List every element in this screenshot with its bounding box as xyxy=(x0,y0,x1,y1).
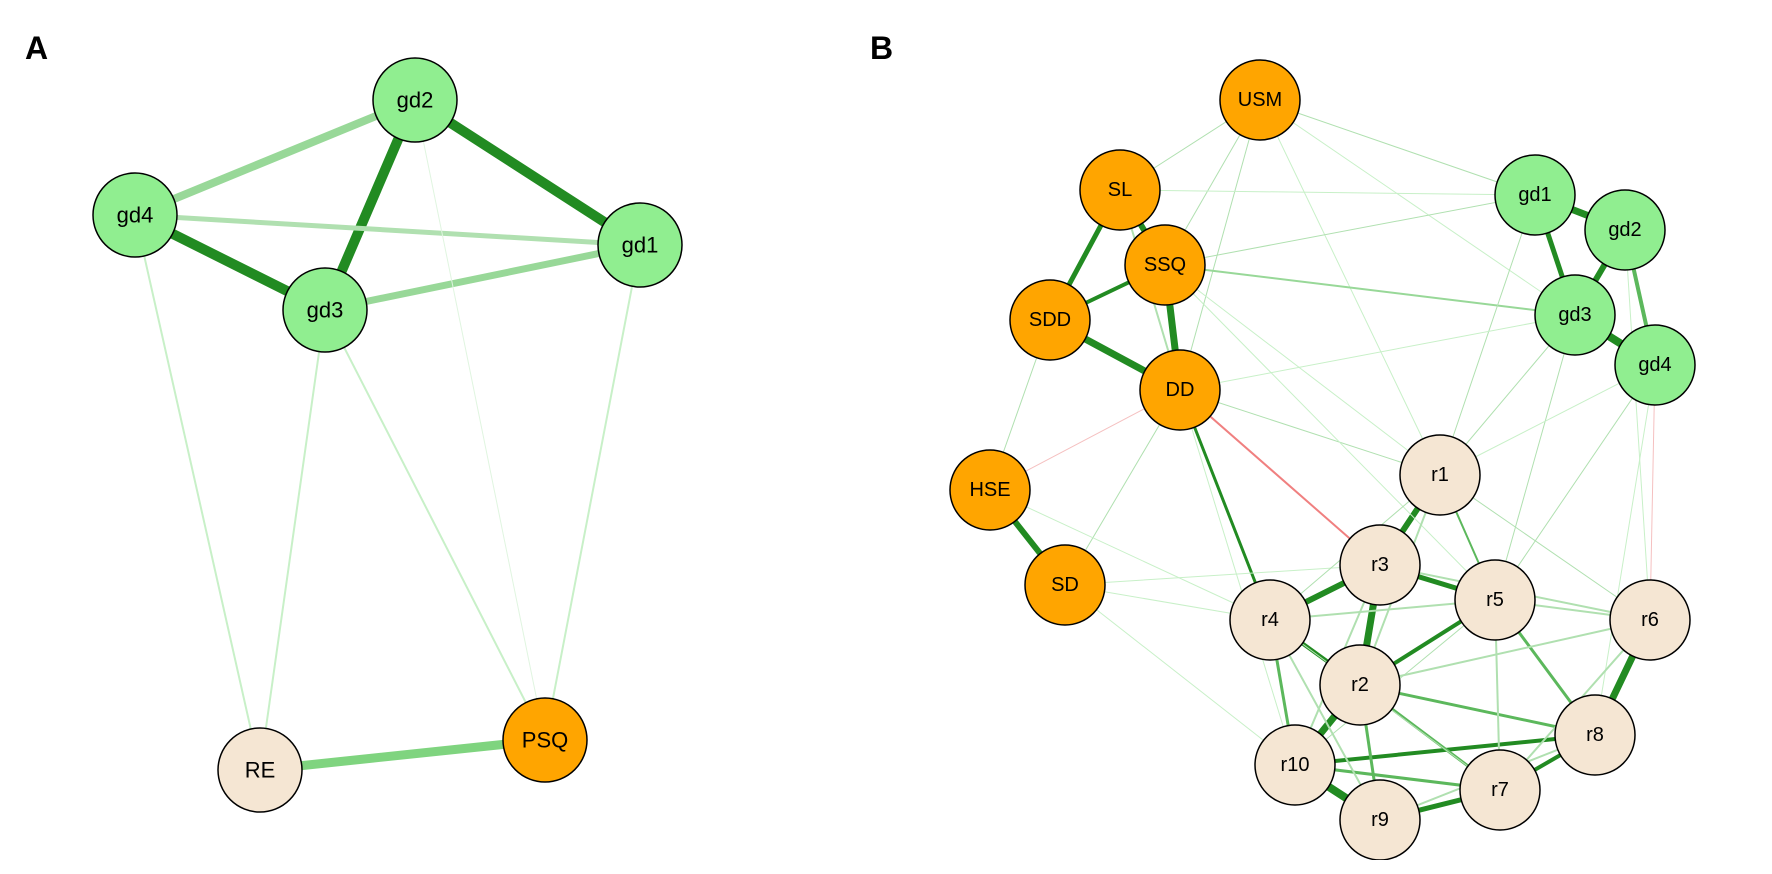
node-circle-gd2 xyxy=(373,58,457,142)
node-circle-DD xyxy=(1140,350,1220,430)
node-circle-r5 xyxy=(1455,560,1535,640)
node-circle-r2 xyxy=(1320,645,1400,725)
node-circle-r1 xyxy=(1400,435,1480,515)
node-gd1: gd1 xyxy=(1495,155,1575,235)
node-HSE: HSE xyxy=(950,450,1030,530)
node-circle-USM xyxy=(1220,60,1300,140)
node-DD: DD xyxy=(1140,350,1220,430)
node-r7: r7 xyxy=(1460,750,1540,830)
node-circle-gd2 xyxy=(1585,190,1665,270)
node-USM: USM xyxy=(1220,60,1300,140)
edge-gd4-RE xyxy=(135,215,260,770)
node-circle-r8 xyxy=(1555,695,1635,775)
node-r8: r8 xyxy=(1555,695,1635,775)
edges-group xyxy=(135,100,640,770)
node-r1: r1 xyxy=(1400,435,1480,515)
edge-gd4-gd1 xyxy=(135,215,640,245)
node-circle-SSQ xyxy=(1125,225,1205,305)
edge-gd1-r1 xyxy=(1440,195,1535,475)
node-circle-r6 xyxy=(1610,580,1690,660)
edge-SL-gd1 xyxy=(1120,190,1535,195)
node-circle-SD xyxy=(1025,545,1105,625)
node-gd4: gd4 xyxy=(1615,325,1695,405)
node-r10: r10 xyxy=(1255,725,1335,805)
edge-SSQ-r5 xyxy=(1165,265,1495,600)
node-r3: r3 xyxy=(1340,525,1420,605)
edge-gd3-RE xyxy=(260,310,325,770)
edge-USM-gd1 xyxy=(1260,100,1535,195)
node-circle-SL xyxy=(1080,150,1160,230)
edge-DD-gd3 xyxy=(1180,315,1575,390)
node-circle-RE xyxy=(218,728,302,812)
node-gd2: gd2 xyxy=(373,58,457,142)
edge-SD-r3 xyxy=(1065,565,1380,585)
node-circle-gd4 xyxy=(93,173,177,257)
edge-RE-PSQ xyxy=(260,740,545,770)
node-circle-gd3 xyxy=(283,268,367,352)
node-circle-r10 xyxy=(1255,725,1335,805)
node-circle-gd1 xyxy=(598,203,682,287)
node-circle-r3 xyxy=(1340,525,1420,605)
node-SSQ: SSQ xyxy=(1125,225,1205,305)
edge-gd4-r5 xyxy=(1495,365,1655,600)
node-circle-r4 xyxy=(1230,580,1310,660)
node-circle-HSE xyxy=(950,450,1030,530)
node-circle-r7 xyxy=(1460,750,1540,830)
node-gd2: gd2 xyxy=(1585,190,1665,270)
edge-gd3-r5 xyxy=(1495,315,1575,600)
edge-SSQ-gd1 xyxy=(1165,195,1535,265)
node-r2: r2 xyxy=(1320,645,1400,725)
node-SDD: SDD xyxy=(1010,280,1090,360)
node-gd1: gd1 xyxy=(598,203,682,287)
node-circle-SDD xyxy=(1010,280,1090,360)
network-a-svg: gd2 gd4 gd1 gd3 RE PSQ xyxy=(40,20,840,860)
edge-DD-r1 xyxy=(1180,390,1440,475)
node-SD: SD xyxy=(1025,545,1105,625)
edge-gd3-PSQ xyxy=(325,310,545,740)
node-circle-gd3 xyxy=(1535,275,1615,355)
node-r4: r4 xyxy=(1230,580,1310,660)
nodes-group: USM SLSSQ SDD DD HSE SD gd1gd2gd3gd4 r1 r3 r5 r4 r6… xyxy=(950,60,1695,860)
node-PSQ: PSQ xyxy=(503,698,587,782)
node-circle-gd1 xyxy=(1495,155,1575,235)
node-gd3: gd3 xyxy=(283,268,367,352)
node-circle-gd4 xyxy=(1615,325,1695,405)
node-gd4: gd4 xyxy=(93,173,177,257)
node-r6: r6 xyxy=(1610,580,1690,660)
network-a-container: gd2 gd4 gd1 gd3 RE PSQ xyxy=(40,20,840,860)
node-SL: SL xyxy=(1080,150,1160,230)
edge-gd3-gd1 xyxy=(325,245,640,310)
edge-gd2-PSQ xyxy=(415,100,545,740)
node-circle-PSQ xyxy=(503,698,587,782)
network-b-container: USM SLSSQ SDD DD HSE SD gd1gd2gd3gd4 r1 r3 r5 r4 r6… xyxy=(870,20,1770,860)
edge-gd1-PSQ xyxy=(545,245,640,740)
node-r5: r5 xyxy=(1455,560,1535,640)
node-circle-r9 xyxy=(1340,780,1420,860)
network-b-svg: USM SLSSQ SDD DD HSE SD gd1gd2gd3gd4 r1 r3 r5 r4 r6… xyxy=(870,20,1770,860)
node-r9: r9 xyxy=(1340,780,1420,860)
edge-DD-r10 xyxy=(1180,390,1295,765)
node-RE: RE xyxy=(218,728,302,812)
node-gd3: gd3 xyxy=(1535,275,1615,355)
